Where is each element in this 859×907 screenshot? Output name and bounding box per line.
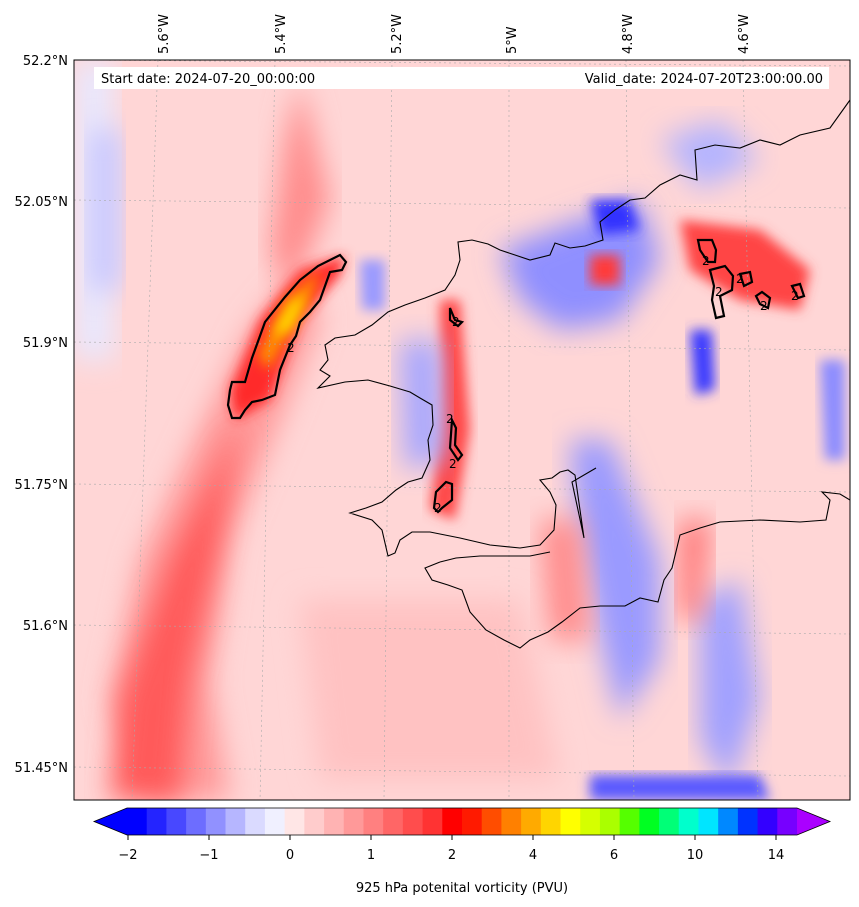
longitude-label: 4.6°W — [737, 14, 752, 54]
colorbar-tick-label: 10 — [687, 848, 704, 863]
colorbar-swatch — [422, 808, 443, 835]
contour-label: 2 — [446, 412, 454, 426]
colorbar-swatch — [777, 808, 798, 835]
coastline — [316, 99, 850, 649]
colorbar-swatch — [481, 808, 502, 835]
colorbar-swatch — [501, 808, 522, 835]
contour-label: 2 — [434, 501, 442, 515]
colorbar-swatch — [580, 808, 601, 835]
contour-label: 2 — [715, 285, 723, 299]
colorbar-tick-label: −1 — [199, 848, 218, 863]
colorbar-swatch — [560, 808, 581, 835]
contour-label: 2 — [449, 457, 457, 471]
colorbar-swatch — [659, 808, 680, 835]
colorbar-extend-high — [797, 808, 830, 835]
colorbar-tick-label: −2 — [118, 848, 137, 863]
colorbar-swatch — [737, 808, 758, 835]
pv-field — [74, 60, 850, 800]
contour-label: 2 — [736, 272, 744, 286]
contour-label: 2 — [760, 299, 768, 313]
contour-label: 2 — [702, 254, 710, 268]
longitude-label: 5.6°W — [157, 14, 172, 54]
colorbar-ticks: −2 −1 0 1 2 4 6 10 14 — [118, 835, 784, 863]
colorbar-swatch — [363, 808, 384, 835]
colorbar-swatch — [599, 808, 621, 835]
latitude-label: 51.75°N — [15, 478, 68, 493]
latitude-label: 51.6°N — [23, 619, 68, 634]
colorbar-tick-label: 0 — [286, 848, 294, 863]
colorbar-swatch — [718, 808, 739, 835]
longitude-labels: 5.6°W 5.4°W 5.2°W 5°W 4.8°W 4.6°W — [157, 14, 752, 54]
colorbar-swatch — [383, 808, 404, 835]
latitude-label: 51.9°N — [23, 336, 68, 351]
colorbar-swatch — [343, 808, 364, 835]
colorbar-outline — [92, 807, 832, 836]
colorbar-tick-label: 1 — [367, 848, 375, 863]
colorbar-extend-low — [94, 808, 127, 835]
header-box — [94, 67, 829, 89]
colorbar-swatch — [757, 808, 778, 835]
latitude-label: 52.2°N — [23, 54, 68, 69]
colorbar-tick-label: 2 — [448, 848, 456, 863]
colorbar-swatch — [442, 808, 463, 835]
colorbar-swatch — [225, 808, 246, 835]
colorbar-swatch — [245, 808, 266, 835]
map-frame — [73, 59, 851, 801]
colorbar-swatch — [146, 808, 167, 835]
colorbar-swatch — [462, 808, 483, 835]
latitude-label: 51.45°N — [15, 761, 68, 776]
longitude-label: 4.8°W — [621, 14, 636, 54]
colorbar-swatch — [205, 808, 226, 835]
contour-label: 2 — [452, 315, 460, 329]
colorbar-swatch — [521, 808, 542, 835]
colorbar-tick-label: 6 — [610, 848, 618, 863]
colorbar-swatch — [540, 808, 561, 835]
graticule — [74, 60, 850, 800]
pv-contour-labels: 2 2 2 2 2 2 2 2 2 2 — [287, 254, 799, 515]
contour-label: 2 — [791, 289, 799, 303]
longitude-label: 5.2°W — [390, 14, 405, 54]
colorbar-swatch — [304, 808, 325, 835]
latitude-labels: 52.2°N 52.05°N 51.9°N 51.75°N 51.6°N 51.45°N — [15, 54, 68, 776]
colorbar-label: 925 hPa potenital vorticity (PVU) — [356, 881, 568, 896]
colorbar-swatch — [639, 808, 660, 835]
colorbar-swatch — [284, 808, 305, 835]
colorbar-swatch — [619, 808, 640, 835]
contour-label: 2 — [287, 341, 295, 355]
valid-date-label: Valid_date: 2024-07-20T23:00:00.00 — [585, 72, 823, 87]
colorbar-swatch — [166, 808, 187, 835]
start-date-label: Start date: 2024-07-20_00:00:00 — [101, 72, 315, 87]
colorbar-swatch — [324, 808, 345, 835]
latitude-label: 52.05°N — [15, 195, 68, 210]
colorbar-swatch — [402, 808, 423, 835]
colorbar-swatch — [264, 808, 286, 835]
colorbar-tick-label: 14 — [768, 848, 785, 863]
colorbar-swatch — [698, 808, 719, 835]
longitude-label: 5.4°W — [274, 14, 289, 54]
colorbar-swatch — [127, 808, 148, 835]
longitude-label: 5°W — [505, 26, 520, 54]
pv-contours — [226, 238, 806, 514]
colorbar — [92, 807, 832, 836]
colorbar-swatch — [186, 808, 207, 835]
colorbar-tick-label: 4 — [529, 848, 537, 863]
colorbar-swatch — [678, 808, 699, 835]
